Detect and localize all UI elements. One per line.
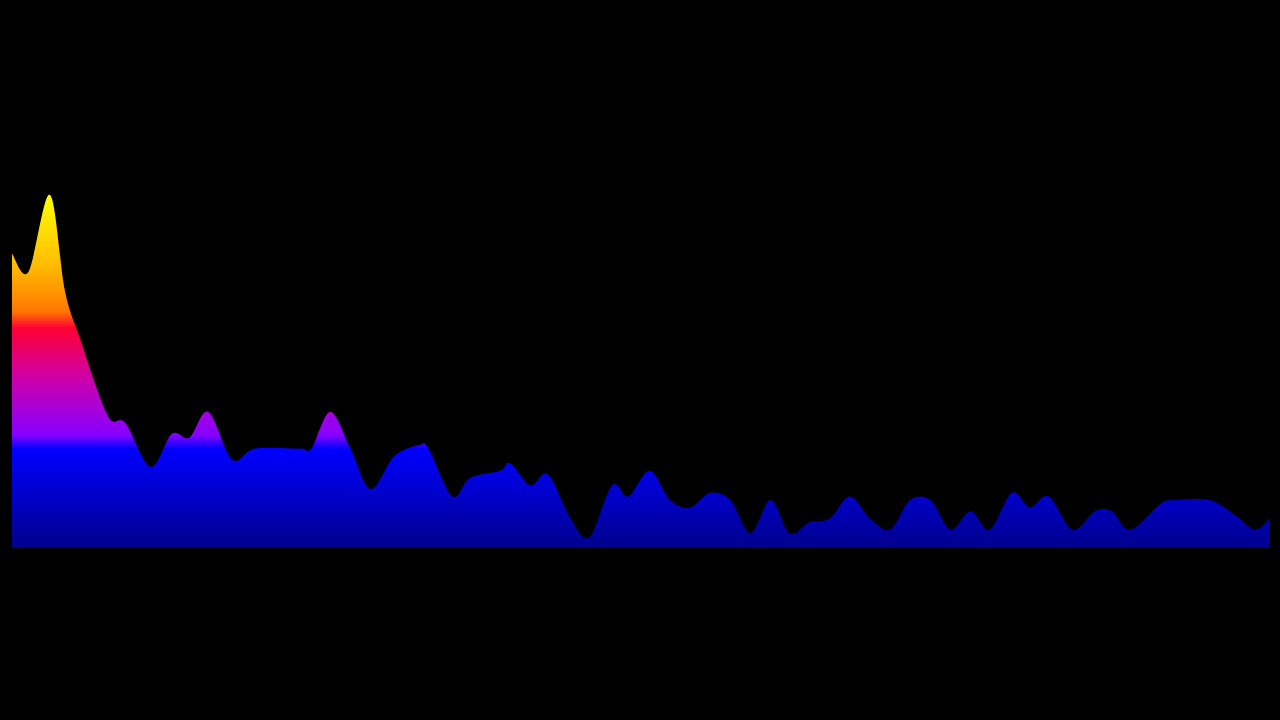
spectrum-area [12, 194, 1270, 548]
